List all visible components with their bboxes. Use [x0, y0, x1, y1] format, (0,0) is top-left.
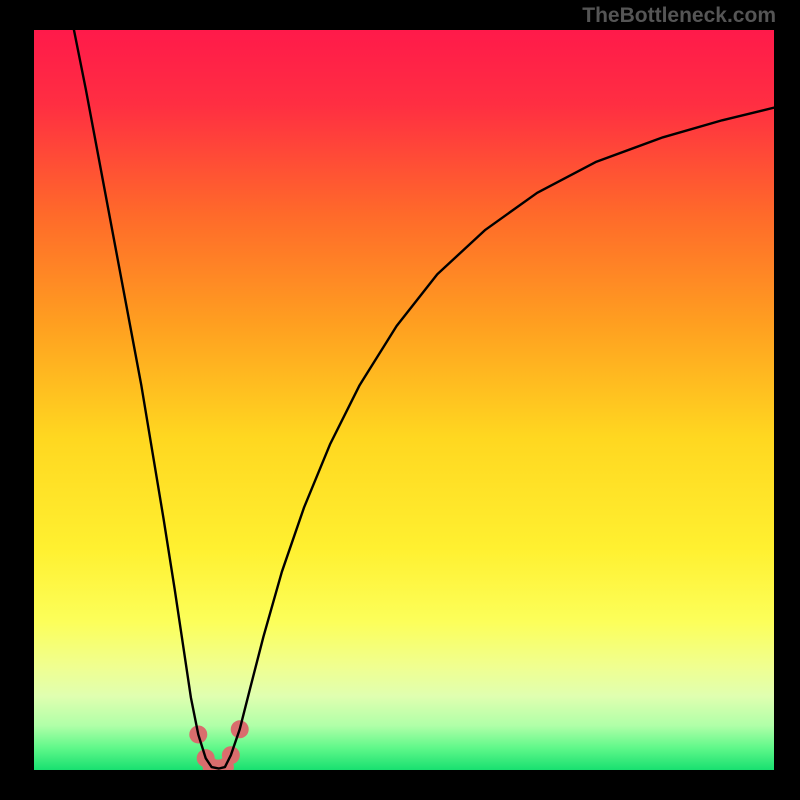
watermark-text: TheBottleneck.com: [582, 4, 776, 28]
gradient-background: [34, 30, 774, 770]
stage: TheBottleneck.com: [0, 0, 800, 800]
plot-area: [34, 30, 774, 770]
